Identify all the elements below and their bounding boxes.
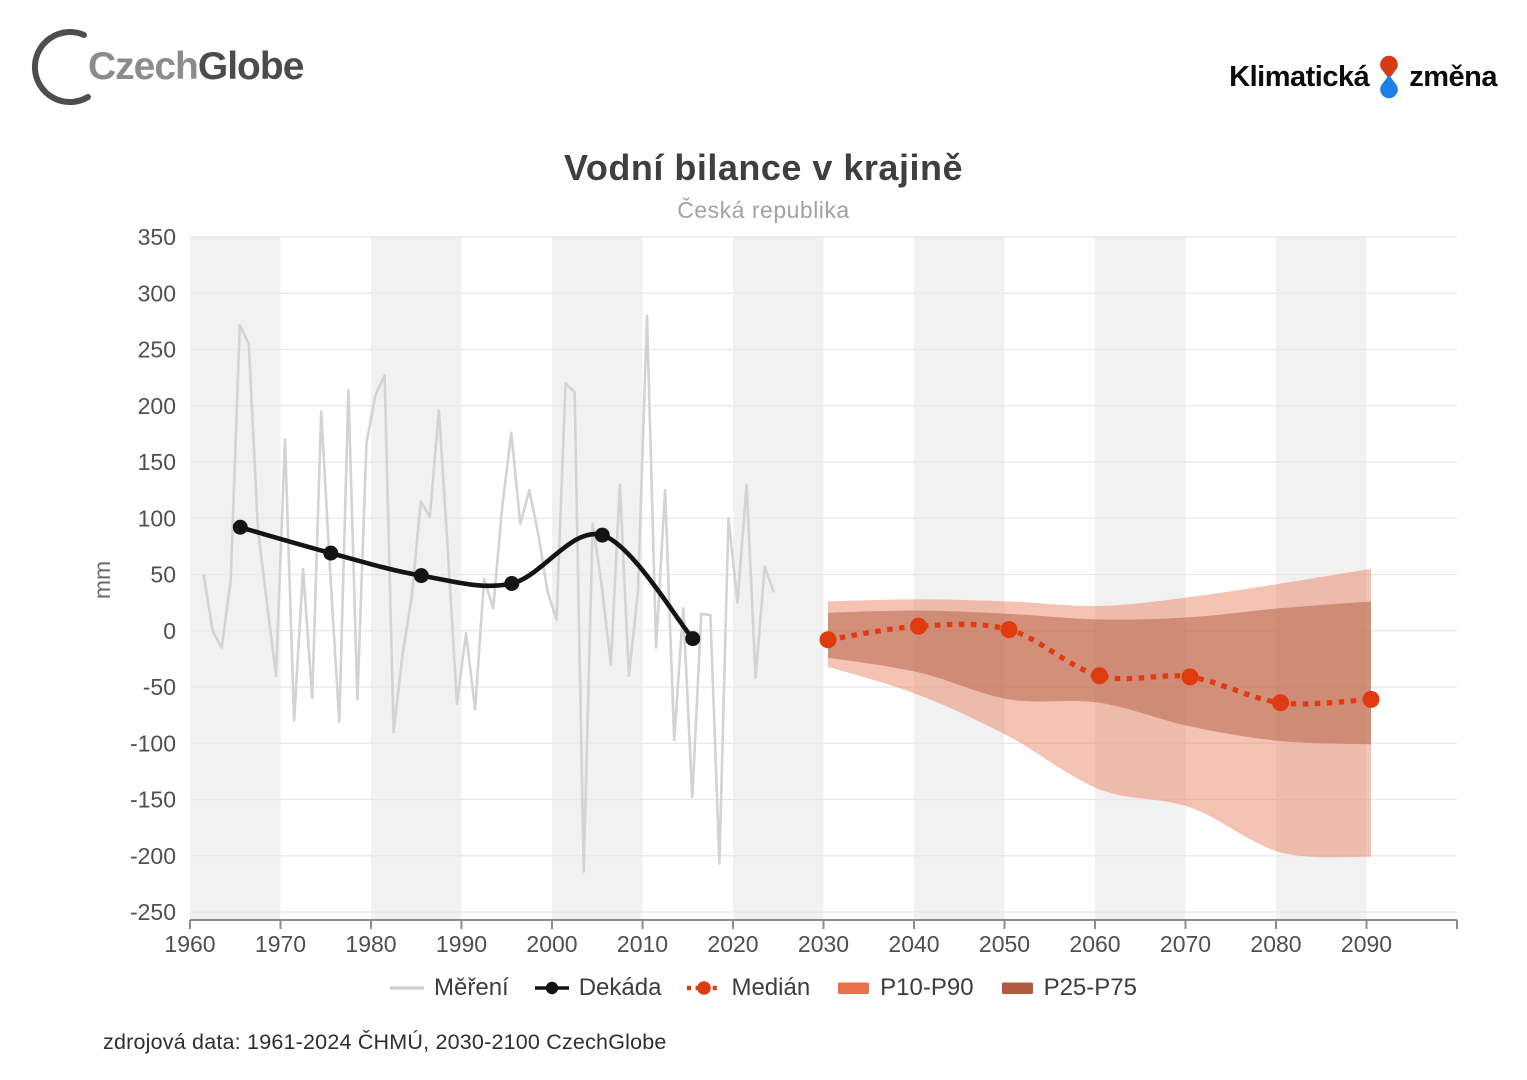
x-tick-label: 1960 (164, 931, 215, 957)
logo-text-zmena: změna (1409, 60, 1497, 93)
legend-label: Dekáda (578, 974, 662, 1001)
x-tick-label: 2020 (707, 931, 758, 957)
y-tick-label: 350 (138, 224, 176, 250)
x-tick-label: 2050 (979, 931, 1030, 957)
dekada-point (685, 631, 701, 647)
legend-label: Měření (434, 974, 509, 1001)
y-tick-label: -100 (130, 730, 176, 756)
czechglobe-logo: CzechGlobe (30, 26, 305, 108)
legend-item-m-en-: Měření (390, 974, 509, 1002)
median-point (819, 631, 837, 649)
legend-item-medi-n: Medián (687, 974, 810, 1002)
y-tick-label: -50 (143, 674, 176, 700)
x-tick-label: 2010 (617, 931, 668, 957)
y-tick-label: 250 (138, 337, 176, 363)
x-tick-label: 2040 (888, 931, 939, 957)
legend-swatch-dotted-dot-icon (687, 981, 722, 995)
source-note: zdrojová data: 1961-2024 ČHMÚ, 2030-2100… (103, 1030, 667, 1054)
dekada-point (504, 576, 520, 591)
x-tick-label: 2060 (1069, 931, 1120, 957)
y-tick-label: 200 (138, 393, 176, 419)
dekada-point (413, 568, 429, 584)
y-tick-label: 100 (138, 505, 176, 531)
decade-stripe (914, 237, 1005, 920)
x-tick-label: 2080 (1250, 931, 1301, 957)
czechglobe-wordmark: CzechGlobe (88, 45, 305, 89)
median-point (910, 617, 928, 635)
y-tick-label: 300 (138, 280, 176, 306)
y-tick-label: 50 (150, 562, 176, 588)
median-point (1272, 694, 1290, 712)
median-point (1091, 667, 1109, 685)
x-tick-label: 2000 (526, 931, 577, 957)
y-tick-label: 0 (163, 618, 176, 644)
logo-text-czech: Czech (88, 45, 199, 88)
legend-swatch-rect-icon (838, 982, 870, 994)
chart-legend: Měření Dekáda Medián P10-P90 P25-P75 (0, 974, 1527, 1002)
y-tick-label: -150 (130, 787, 176, 813)
logo-text-globe: Globe (197, 45, 305, 88)
y-tick-label: -200 (130, 843, 176, 869)
legend-label: P25-P75 (1043, 974, 1137, 1001)
median-point (1181, 668, 1199, 686)
legend-item-p25-p75: P25-P75 (1000, 974, 1137, 1002)
legend-label: P10-P90 (880, 974, 974, 1001)
y-tick-label: 150 (138, 449, 176, 475)
klimaticka-zmena-logo: Klimatická změna (1229, 50, 1497, 104)
decade-stripe (1095, 237, 1186, 920)
x-tick-label: 2070 (1160, 931, 1211, 957)
legend-label: Medián (731, 974, 811, 1001)
x-tick-label: 2090 (1341, 931, 1392, 957)
legend-swatch-line-dot-icon (534, 981, 569, 995)
decade-stripe (733, 237, 824, 920)
dekada-point (232, 519, 248, 535)
logo-text-klimaticka: Klimatická (1229, 60, 1370, 93)
dekada-point (594, 527, 610, 543)
czechglobe-crescent-icon (31, 29, 91, 106)
y-tick-label: -250 (130, 899, 176, 925)
chart-subtitle: Česká republika (677, 197, 850, 223)
median-point (1362, 690, 1380, 708)
dekada-point (323, 545, 339, 561)
legend-item-dek-da: Dekáda (534, 974, 662, 1002)
legend-swatch-line-icon (390, 986, 425, 990)
legend-swatch-rect-icon (1001, 982, 1033, 994)
x-tick-label: 2030 (798, 931, 849, 957)
y-axis-unit-label: mm (89, 561, 115, 599)
x-tick-label: 1970 (255, 931, 306, 957)
series-mereni-line (202, 314, 775, 873)
x-tick-label: 1980 (345, 931, 396, 957)
x-tick-label: 1990 (436, 931, 487, 957)
water-drops-icon (1380, 55, 1399, 99)
decade-stripe (552, 237, 643, 920)
median-point (1000, 621, 1018, 639)
decade-stripe (1276, 237, 1367, 920)
chart-title: Vodní bilance v krajině (564, 147, 963, 188)
legend-item-p10-p90: P10-P90 (836, 974, 974, 1002)
